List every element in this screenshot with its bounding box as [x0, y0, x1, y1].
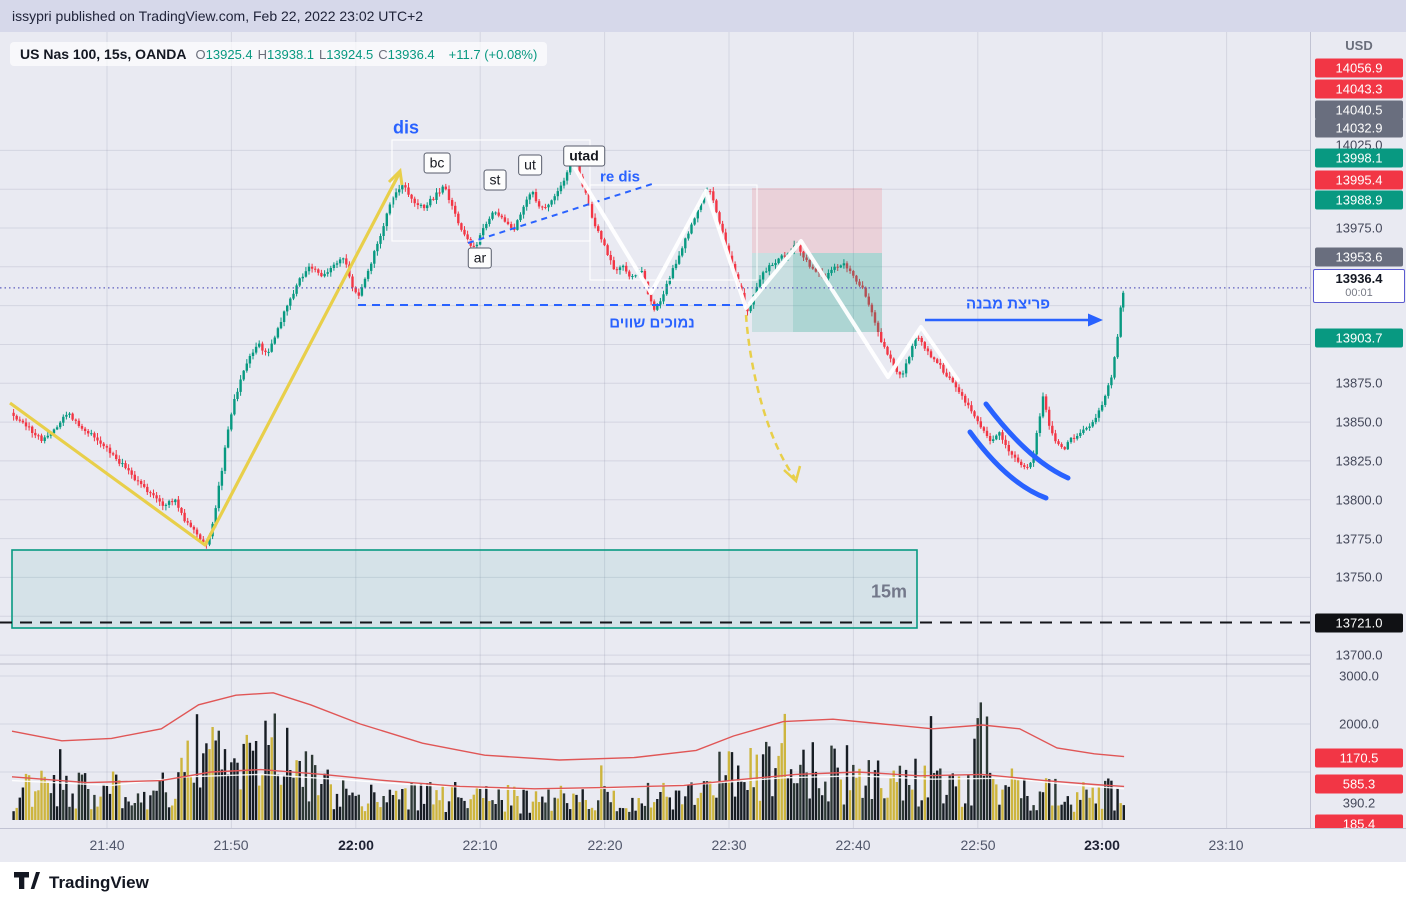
time-axis-label: 22:50	[960, 837, 996, 853]
ohlc-label: C	[378, 47, 388, 62]
demand-zone-box	[793, 253, 882, 332]
price-axis-label: 13850.0	[1335, 414, 1383, 430]
tradingview-brand[interactable]: TradingView	[49, 873, 149, 892]
price-level-badge: 13998.1	[1315, 148, 1403, 168]
price-axis-label: 13975.0	[1335, 220, 1383, 236]
ohlc-label: O	[195, 47, 206, 62]
price-axis-label: 13750.0	[1335, 569, 1383, 585]
supply-zone-box	[752, 188, 882, 253]
time-axis-label: 21:50	[213, 837, 249, 853]
chart-area: dis bc st ut utad ar re dis נמוכים שווים פריצת מ…	[0, 32, 1406, 862]
price-axis-label: 3000.0	[1339, 668, 1379, 684]
ohlc-values: O13925.4 H13938.1 L13924.5 C13936.4	[196, 46, 440, 62]
structure-break-arrowhead	[1088, 313, 1103, 327]
publish-banner: issypri published on TradingView.com, Fe…	[0, 0, 1406, 32]
price-level-badge: 585.3	[1315, 774, 1403, 794]
symbol-legend: US Nas 100, 15s, OANDA O13925.4 H13938.1 L…	[10, 42, 548, 66]
chart-canvas[interactable]	[0, 32, 1310, 828]
time-axis-label: 23:00	[1084, 837, 1120, 853]
white-path-projection	[571, 163, 960, 382]
time-axis-label: 23:10	[1208, 837, 1244, 853]
price-level-badge: 13988.9	[1315, 190, 1403, 210]
time-axis[interactable]: 21:40 21:50 22:00 22:10 22:20 22:30 22:40 22:50…	[0, 828, 1406, 862]
change-value: +11.7 (+0.08%)	[448, 47, 538, 62]
price-level-badge: 14043.3	[1315, 79, 1403, 99]
price-axis-label: 13825.0	[1335, 453, 1383, 469]
symbol-title: US Nas 100, 15s, OANDA	[20, 46, 187, 62]
ohlc-label: L	[319, 47, 327, 62]
yellow-projection-arrow	[744, 314, 797, 479]
tradingview-logo-icon[interactable]	[14, 872, 40, 894]
publish-text: issypri published on TradingView.com, Fe…	[12, 8, 424, 24]
price-axis-label: 390.2	[1342, 795, 1376, 811]
price-level-badge: 13953.6	[1315, 247, 1403, 267]
volume-lower-band	[11, 768, 1125, 790]
ohlc-value: 13938.1	[267, 47, 315, 62]
time-axis-label: 21:40	[89, 837, 125, 853]
ohlc-value: 13924.5	[326, 47, 374, 62]
candles	[12, 159, 1125, 549]
yellow-projection-arrowhead	[783, 465, 802, 484]
time-axis-label: 22:20	[587, 837, 623, 853]
price-axis-label: 13875.0	[1335, 375, 1383, 391]
ohlc-value: 13925.4	[205, 47, 253, 62]
price-level-badge: 14032.9	[1315, 118, 1403, 138]
price-level-badge: 13995.4	[1315, 170, 1403, 190]
price-axis[interactable]: USD 14056.9 14043.3 14040.5 14032.9 14025.0 1…	[1310, 32, 1406, 828]
volume-upper-band	[11, 692, 1125, 761]
time-axis-label: 22:40	[835, 837, 871, 853]
price-level-badge: 185.4	[1315, 814, 1403, 828]
time-axis-label: 22:10	[462, 837, 498, 853]
range-box-15m	[11, 549, 918, 629]
price-axis-label: 13800.0	[1335, 492, 1383, 508]
drawings	[0, 139, 1310, 624]
current-price-badge: 13936.4 00:01	[1313, 269, 1405, 303]
blue-channel-mark	[967, 429, 1049, 501]
price-level-badge: 14040.5	[1315, 100, 1403, 120]
time-axis-label: 22:30	[711, 837, 747, 853]
price-level-badge: 13903.7	[1315, 328, 1403, 348]
price-level-badge: 1170.5	[1315, 748, 1403, 768]
yellow-trendline-arrowhead	[387, 167, 404, 186]
gridlines	[0, 32, 1310, 828]
time-axis-label: 22:00	[338, 837, 374, 853]
price-axis-label: 2000.0	[1339, 716, 1379, 732]
volume-ma-line	[11, 773, 1125, 791]
price-axis-label: 13700.0	[1335, 647, 1383, 663]
currency-label: USD	[1345, 38, 1373, 53]
footer: TradingView	[0, 862, 1406, 904]
volume-bars	[12, 702, 1125, 820]
price-axis-label: 13775.0	[1335, 531, 1383, 547]
ohlc-value: 13936.4	[387, 47, 435, 62]
zones	[752, 188, 882, 332]
ohlc-label: H	[257, 47, 268, 62]
blue-channel-mark	[983, 401, 1071, 481]
white-range-box	[589, 184, 758, 281]
price-level-badge: 14056.9	[1315, 58, 1403, 78]
price-level-badge: 13721.0	[1315, 613, 1403, 633]
yellow-trendline	[9, 171, 402, 547]
